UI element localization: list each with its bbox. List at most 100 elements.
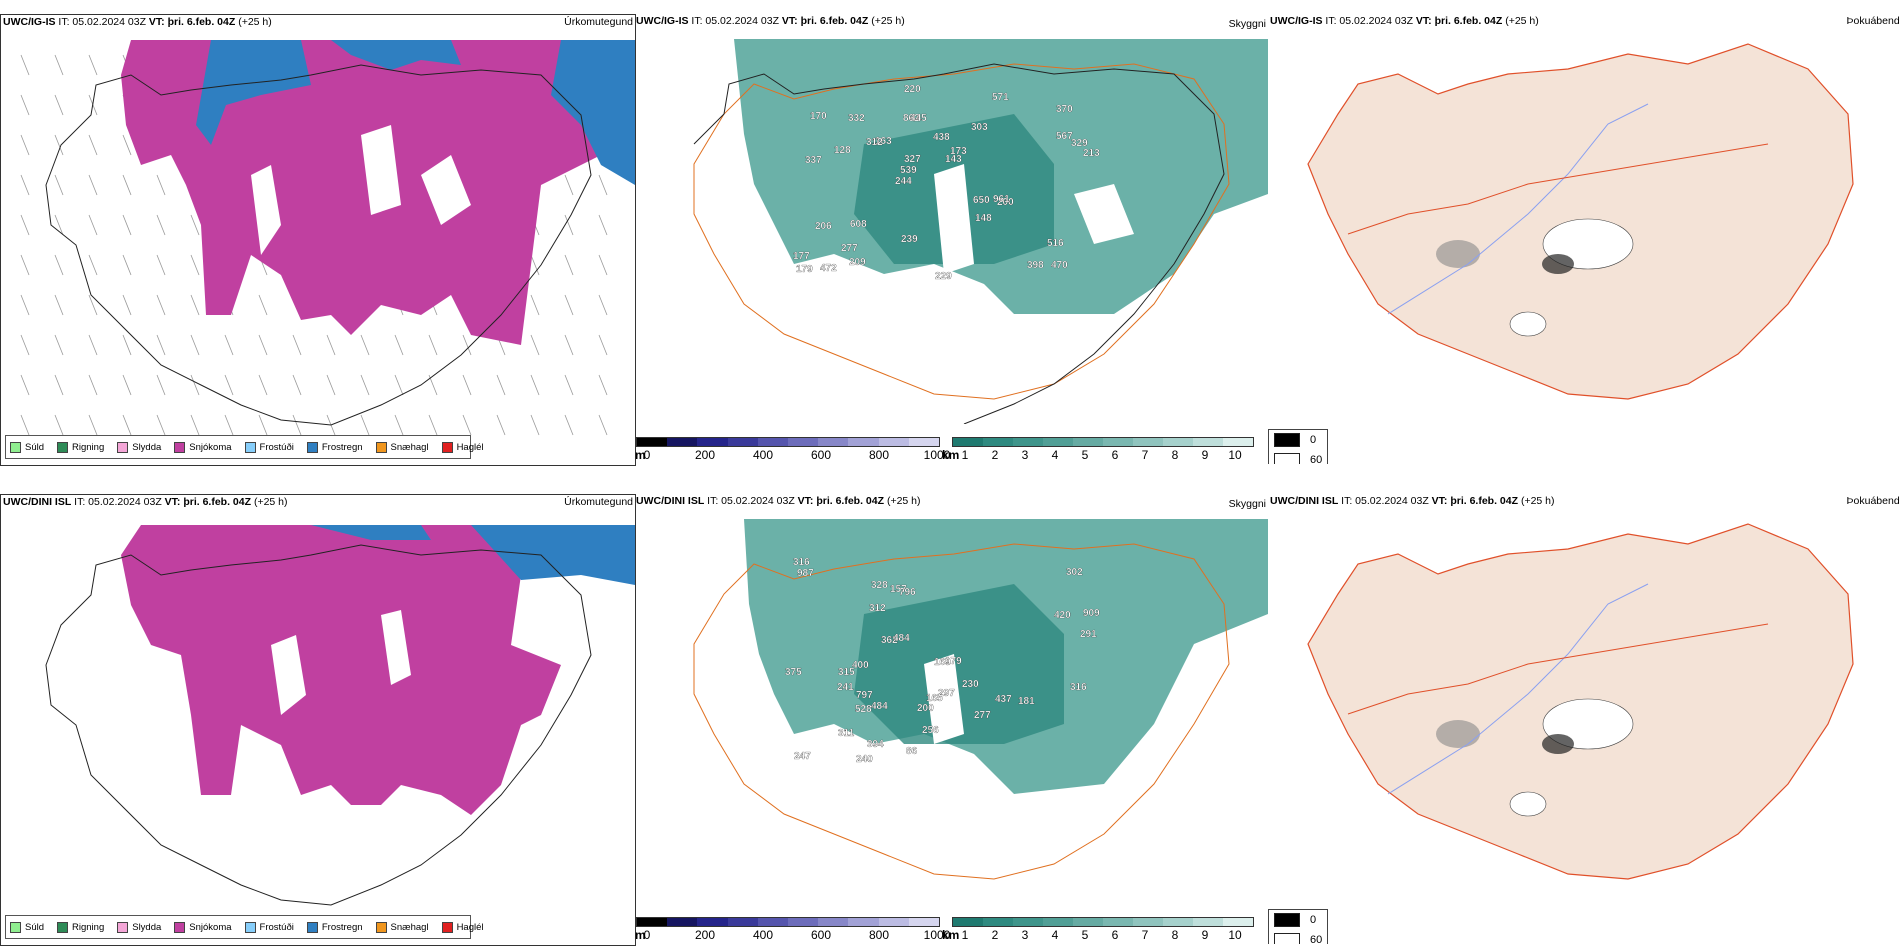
- panel-title: Úrkomutegund: [564, 16, 633, 28]
- cloud-base-label: 157: [890, 584, 907, 595]
- cloud-base-label: 375: [785, 667, 802, 678]
- visibility-colorbar: [952, 437, 1254, 447]
- cloud-base-label: 277: [841, 243, 858, 254]
- legend-swatch: [244, 921, 256, 933]
- cloud-base-label: 516: [1047, 238, 1064, 249]
- legend-item: Slydda: [117, 441, 161, 453]
- cloud-base-label: 316: [793, 557, 810, 568]
- cloud-base-label: 291: [1080, 629, 1097, 640]
- cloud-map: 470 337 370 244 303 472 862 438 206 163 177 277 445 1…: [693, 39, 1268, 424]
- legend-item: Slydda: [117, 921, 161, 933]
- cloud-base-label: 445: [910, 113, 927, 124]
- legend-item: Súld: [10, 921, 44, 933]
- cloud-base-label: 230: [962, 679, 979, 690]
- legend-item: Snæhagl: [375, 441, 429, 453]
- legend-swatch: [174, 441, 186, 453]
- cloud-base-label: 394: [867, 739, 884, 750]
- precip-type-legend: Súld Rigning Slydda Snjókoma Frostúði Fr…: [5, 915, 484, 939]
- legend-item: Haglél: [441, 441, 484, 453]
- visibility-unit: km: [942, 448, 960, 462]
- cloud-base-label: 797: [856, 690, 873, 701]
- panel-title: Þokuábendi: [1846, 495, 1900, 507]
- visibility-unit: km: [942, 928, 960, 942]
- cloud-base-colorbar: [636, 917, 940, 927]
- fog-swatch: [1274, 433, 1300, 447]
- fog-legend: 0 60: [1268, 429, 1328, 464]
- cloud-base-label: 143: [945, 154, 962, 165]
- fog-legend: 0 60: [1268, 909, 1328, 944]
- legend-swatch: [441, 921, 453, 933]
- cloud-visibility-panel-top: UWC/IG-IS IT: 05.02.2024 03Z VT: þri. 6.…: [634, 14, 1268, 464]
- cloud-base-label: 400: [852, 660, 869, 671]
- panel-header: UWC/DINI ISL IT: 05.02.2024 03Z VT: þri.…: [3, 496, 288, 508]
- visibility-colorbar: [952, 917, 1254, 927]
- cloud-base-label: 539: [900, 165, 917, 176]
- cloud-base-label: 332: [848, 113, 865, 124]
- cloud-base-label: 316: [1070, 682, 1087, 693]
- legend-swatch: [375, 921, 387, 933]
- cloud-ticks: 0 200 400 600 800 1000: [643, 928, 951, 942]
- cloud-base-label: 484: [893, 633, 910, 644]
- cloud-base-label: 179: [945, 656, 962, 667]
- cloud-unit: m: [635, 448, 646, 462]
- fog-swatch: [1274, 933, 1300, 944]
- legend-swatch: [244, 441, 256, 453]
- cloud-base-label: 128: [834, 145, 851, 156]
- cloud-base-label: 179: [796, 264, 813, 275]
- fog-map: [1307, 523, 1854, 880]
- fog-panel-top: UWC/IG-IS IT: 05.02.2024 03Z VT: þri. 6.…: [1268, 14, 1900, 464]
- cloud-base-label: 909: [1083, 608, 1100, 619]
- cloud-base-label: 571: [992, 92, 1009, 103]
- legend-item: Frostúði: [244, 441, 294, 453]
- cloud-base-label: 241: [837, 682, 854, 693]
- cloud-ticks: 0 200 400 600 800 1000: [643, 448, 951, 462]
- cloud-base-label: 528: [855, 704, 872, 715]
- legend-swatch: [117, 441, 129, 453]
- cloud-base-label: 277: [974, 710, 991, 721]
- cloud-base-label: 987: [797, 568, 814, 579]
- cloud-base-label: 209: [849, 257, 866, 268]
- cloud-base-label: 200: [917, 703, 934, 714]
- panel-header: UWC/IG-IS IT: 05.02.2024 03Z VT: þri. 6.…: [1270, 15, 1539, 27]
- legend-item: Haglél: [441, 921, 484, 933]
- legend-item: Frostregn: [306, 921, 363, 933]
- cloud-base-label: 567: [1056, 131, 1073, 142]
- cloud-base-labels: 470 337 370 244 303 472 862 438 206 163 177 277 445 1…: [793, 84, 1100, 282]
- cloud-base-label: 303: [971, 122, 988, 133]
- legend-item: Frostúði: [244, 921, 294, 933]
- cloud-base-label: 200: [997, 197, 1014, 208]
- legend-swatch: [57, 441, 69, 453]
- cloud-base-label: 484: [871, 701, 888, 712]
- cloud-base-label: 220: [904, 84, 921, 95]
- legend-item: Snjókoma: [174, 441, 232, 453]
- cloud-base-label: 312: [866, 137, 883, 148]
- cloud-base-label: 177: [793, 251, 810, 262]
- legend-item: Frostregn: [306, 441, 363, 453]
- precip-map: [45, 525, 635, 906]
- legend-item: Rigning: [57, 921, 104, 933]
- legend-item: Súld: [10, 441, 44, 453]
- cloud-base-label: 169: [934, 657, 951, 668]
- cloud-base-label: 796: [899, 587, 916, 598]
- legend-swatch: [10, 441, 21, 453]
- cloud-base-label: 165: [926, 693, 943, 704]
- fog-swatch: [1274, 453, 1300, 464]
- cloud-base-label: 256: [922, 725, 939, 736]
- legend-swatch: [306, 441, 318, 453]
- visibility-ticks: 1 2 3 4 5 6 7 8 9 10: [961, 448, 1242, 462]
- cloud-base-label: 297: [938, 688, 955, 699]
- panel-title: Skyggni: [1228, 498, 1266, 510]
- legend-swatch: [375, 441, 387, 453]
- panel-title: Þokuábendi: [1846, 15, 1900, 27]
- cloud-base-label: 650: [973, 195, 990, 206]
- cloud-base-label: 370: [1056, 104, 1073, 115]
- legend-item: Rigning: [57, 441, 104, 453]
- cloud-base-label: 148: [975, 213, 992, 224]
- cloud-base-label: 328: [871, 580, 888, 591]
- panel-header: UWC/DINI ISL IT: 05.02.2024 03Z VT: þri.…: [636, 495, 921, 507]
- cloud-base-label: 173: [950, 146, 967, 157]
- legend-swatch: [441, 441, 453, 453]
- cloud-unit: m: [635, 928, 646, 942]
- fog-panel-bottom: UWC/DINI ISL IT: 05.02.2024 03Z VT: þri.…: [1268, 494, 1900, 944]
- cloud-base-label: 244: [895, 176, 912, 187]
